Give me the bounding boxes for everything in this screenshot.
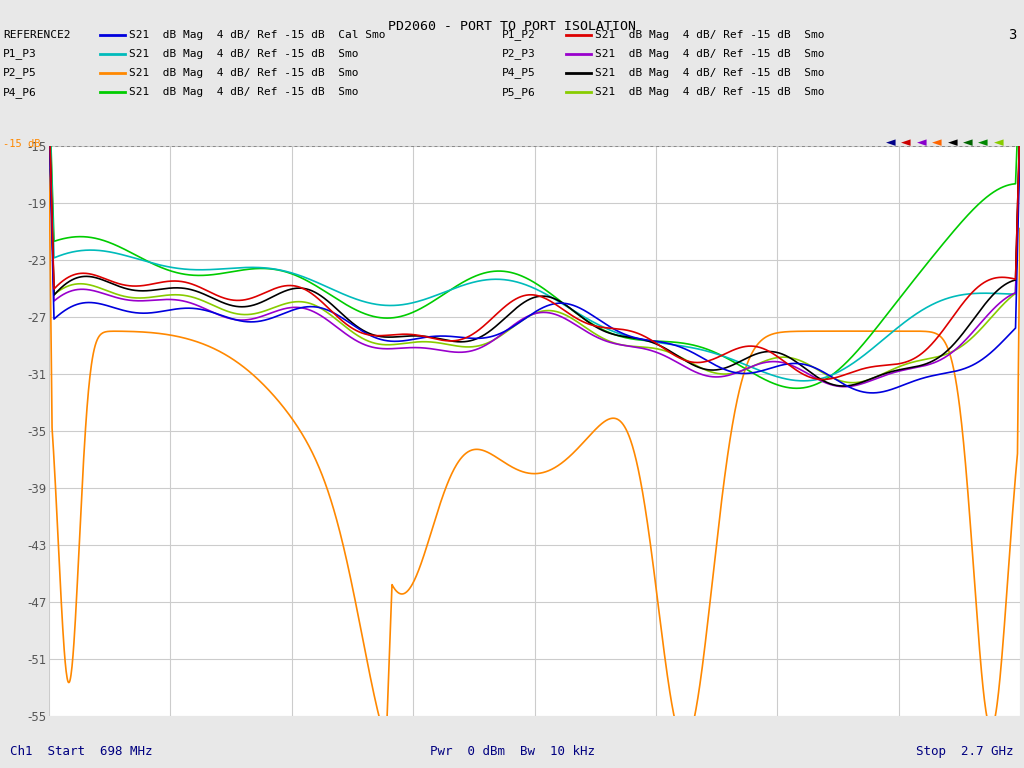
Text: P1_P3: P1_P3 — [3, 48, 37, 59]
Text: Pwr  0 dBm  Bw  10 kHz: Pwr 0 dBm Bw 10 kHz — [429, 745, 595, 757]
Text: S21  dB Mag  4 dB/ Ref -15 dB  Smo: S21 dB Mag 4 dB/ Ref -15 dB Smo — [595, 68, 824, 78]
Text: PD2060 - PORT TO PORT ISOLATION: PD2060 - PORT TO PORT ISOLATION — [388, 20, 636, 33]
Text: P5_P6: P5_P6 — [502, 87, 536, 98]
Text: S21  dB Mag  4 dB/ Ref -15 dB  Cal Smo: S21 dB Mag 4 dB/ Ref -15 dB Cal Smo — [129, 29, 385, 40]
Text: Stop  2.7 GHz: Stop 2.7 GHz — [916, 745, 1014, 757]
Text: S21  dB Mag  4 dB/ Ref -15 dB  Smo: S21 dB Mag 4 dB/ Ref -15 dB Smo — [595, 87, 824, 98]
Text: P2_P5: P2_P5 — [3, 68, 37, 78]
Text: P2_P3: P2_P3 — [502, 48, 536, 59]
Text: ◄: ◄ — [886, 137, 896, 149]
Text: ◄: ◄ — [932, 137, 942, 149]
Text: S21  dB Mag  4 dB/ Ref -15 dB  Smo: S21 dB Mag 4 dB/ Ref -15 dB Smo — [595, 48, 824, 59]
Text: 3: 3 — [1009, 28, 1017, 41]
Text: P4_P6: P4_P6 — [3, 87, 37, 98]
Text: S21  dB Mag  4 dB/ Ref -15 dB  Smo: S21 dB Mag 4 dB/ Ref -15 dB Smo — [129, 87, 358, 98]
Text: S21  dB Mag  4 dB/ Ref -15 dB  Smo: S21 dB Mag 4 dB/ Ref -15 dB Smo — [129, 48, 358, 59]
Text: ◄: ◄ — [978, 137, 988, 149]
Text: P1_P2: P1_P2 — [502, 29, 536, 40]
Text: -15 dB: -15 dB — [3, 139, 41, 150]
Text: ◄: ◄ — [901, 137, 911, 149]
Text: Ch1  Start  698 MHz: Ch1 Start 698 MHz — [10, 745, 153, 757]
Text: ◄: ◄ — [947, 137, 957, 149]
Text: REFERENCE2: REFERENCE2 — [3, 29, 71, 40]
Text: P4_P5: P4_P5 — [502, 68, 536, 78]
Text: S21  dB Mag  4 dB/ Ref -15 dB  Smo: S21 dB Mag 4 dB/ Ref -15 dB Smo — [129, 68, 358, 78]
Text: ◄: ◄ — [916, 137, 927, 149]
Text: S21  dB Mag  4 dB/ Ref -15 dB  Smo: S21 dB Mag 4 dB/ Ref -15 dB Smo — [595, 29, 824, 40]
Text: ◄: ◄ — [963, 137, 973, 149]
Text: ◄: ◄ — [993, 137, 1004, 149]
